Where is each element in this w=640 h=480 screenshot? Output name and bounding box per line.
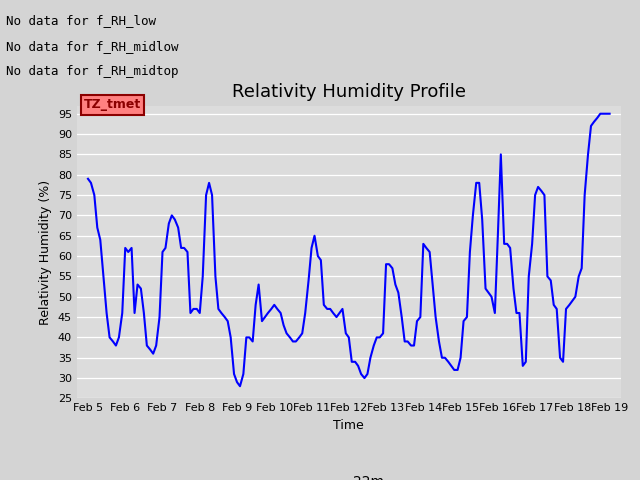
Legend: 22m: 22m xyxy=(308,470,389,480)
Y-axis label: Relativity Humidity (%): Relativity Humidity (%) xyxy=(39,180,52,324)
Title: Relativity Humidity Profile: Relativity Humidity Profile xyxy=(232,83,466,101)
Text: No data for f_RH_low: No data for f_RH_low xyxy=(6,14,156,27)
Text: No data for f_RH_midlow: No data for f_RH_midlow xyxy=(6,40,179,53)
Text: TZ_tmet: TZ_tmet xyxy=(84,98,141,111)
Text: No data for f_RH_midtop: No data for f_RH_midtop xyxy=(6,65,179,78)
X-axis label: Time: Time xyxy=(333,419,364,432)
